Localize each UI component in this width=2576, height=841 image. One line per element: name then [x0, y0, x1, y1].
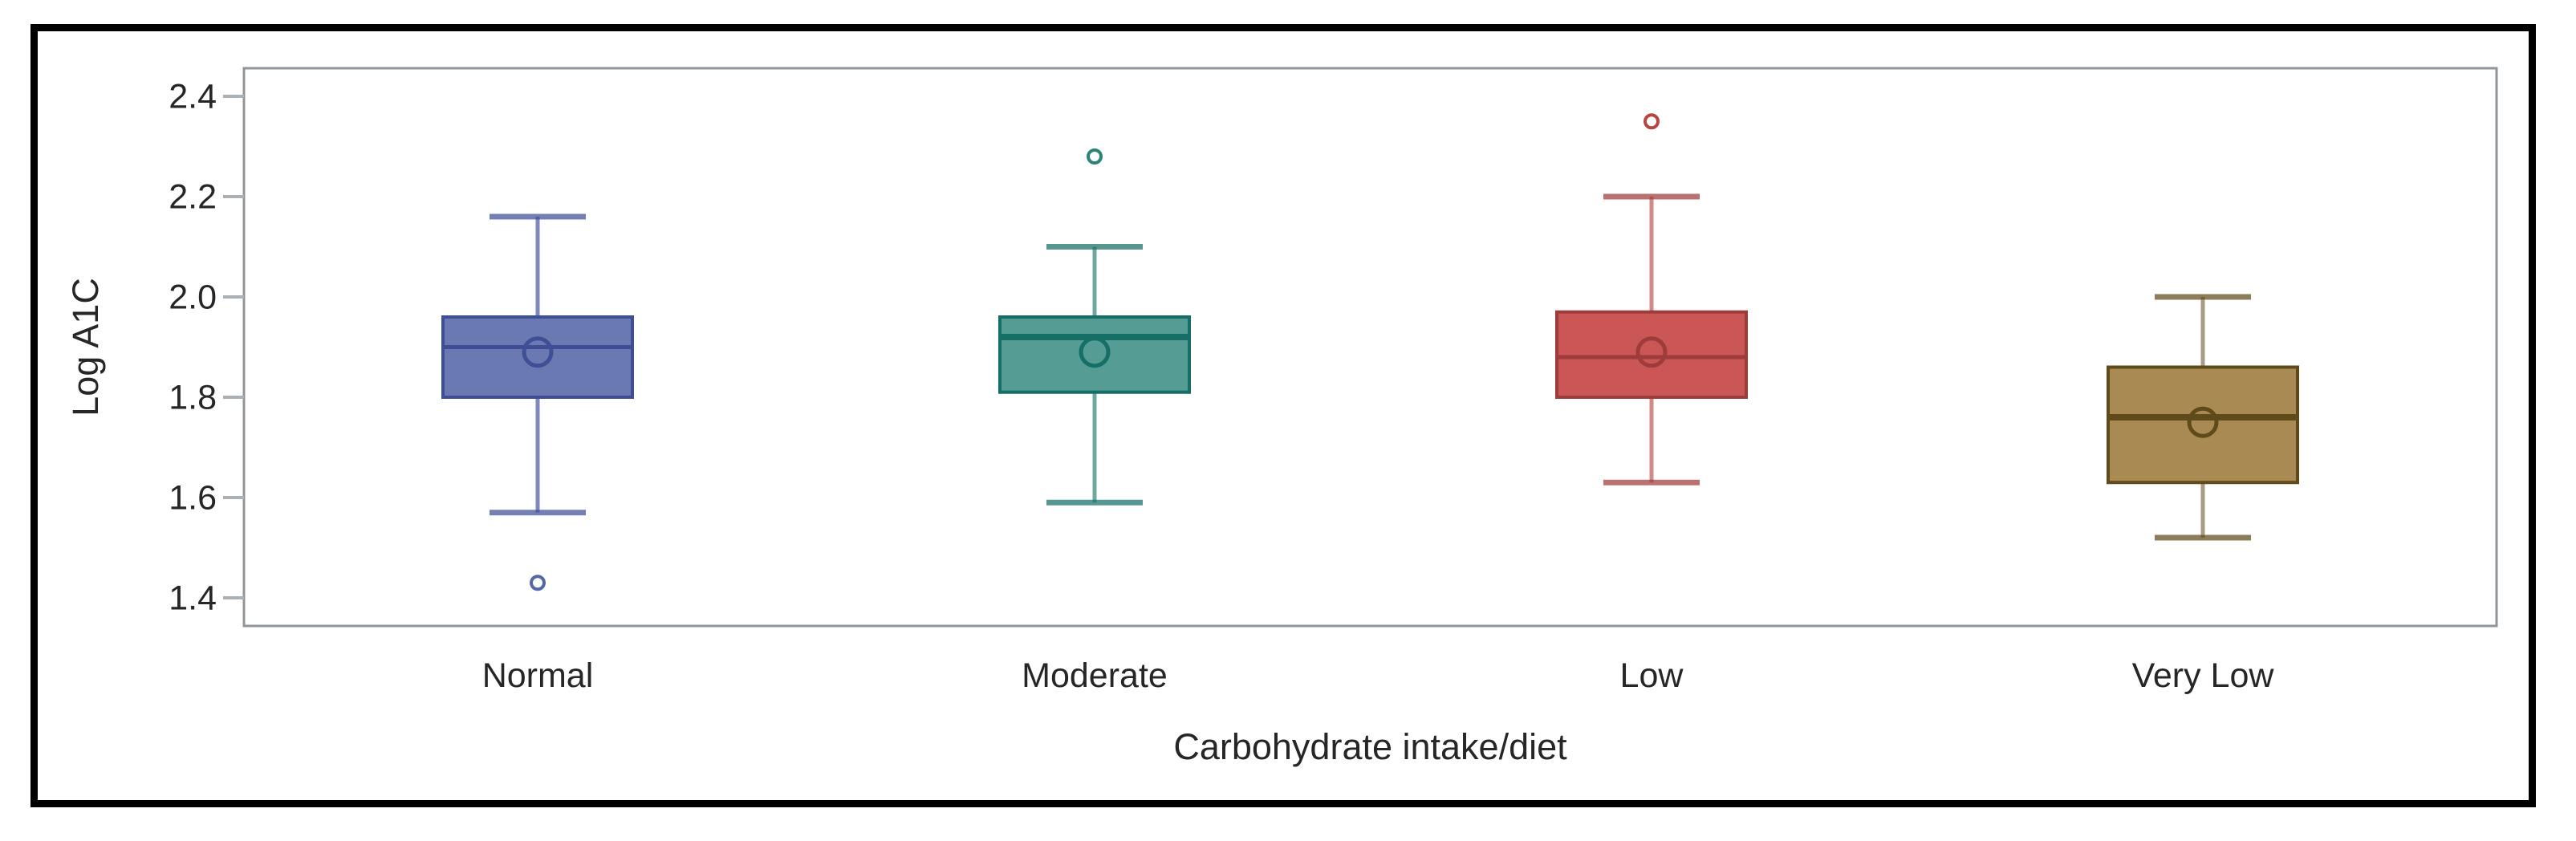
x-category-label: Low: [1620, 656, 1684, 695]
y-axis-title: Log A1C: [65, 278, 106, 416]
box-group-normal: [441, 213, 634, 591]
box-group-low: [1555, 113, 1748, 486]
outlier-marker: [530, 575, 546, 591]
y-tick-label: 2.0: [169, 278, 217, 317]
mean-marker: [1079, 336, 1111, 368]
mean-marker: [522, 336, 554, 368]
y-tick-label: 1.8: [169, 379, 217, 417]
iqr-box: [441, 315, 634, 399]
x-axis-title: Carbohydrate intake/diet: [1173, 726, 1567, 767]
mean-marker: [1635, 336, 1668, 368]
y-tick-label: 1.4: [169, 579, 217, 618]
iqr-box: [998, 315, 1191, 394]
iqr-box: [2107, 365, 2299, 485]
y-tick-label: 1.6: [169, 479, 217, 518]
y-tick-label: 2.2: [169, 178, 217, 217]
x-category-label: Normal: [482, 656, 594, 695]
box-group-very-low: [2107, 294, 2299, 541]
outer-border: [30, 24, 2536, 807]
y-tick-label: 2.4: [169, 78, 217, 116]
outlier-marker: [1644, 113, 1660, 130]
outlier-marker: [1087, 148, 1103, 165]
x-category-label: Moderate: [1022, 656, 1168, 695]
mean-marker: [2187, 406, 2219, 438]
iqr-box: [1555, 310, 1748, 399]
box-group-moderate: [998, 148, 1191, 506]
x-category-label: Very Low: [2132, 656, 2275, 695]
